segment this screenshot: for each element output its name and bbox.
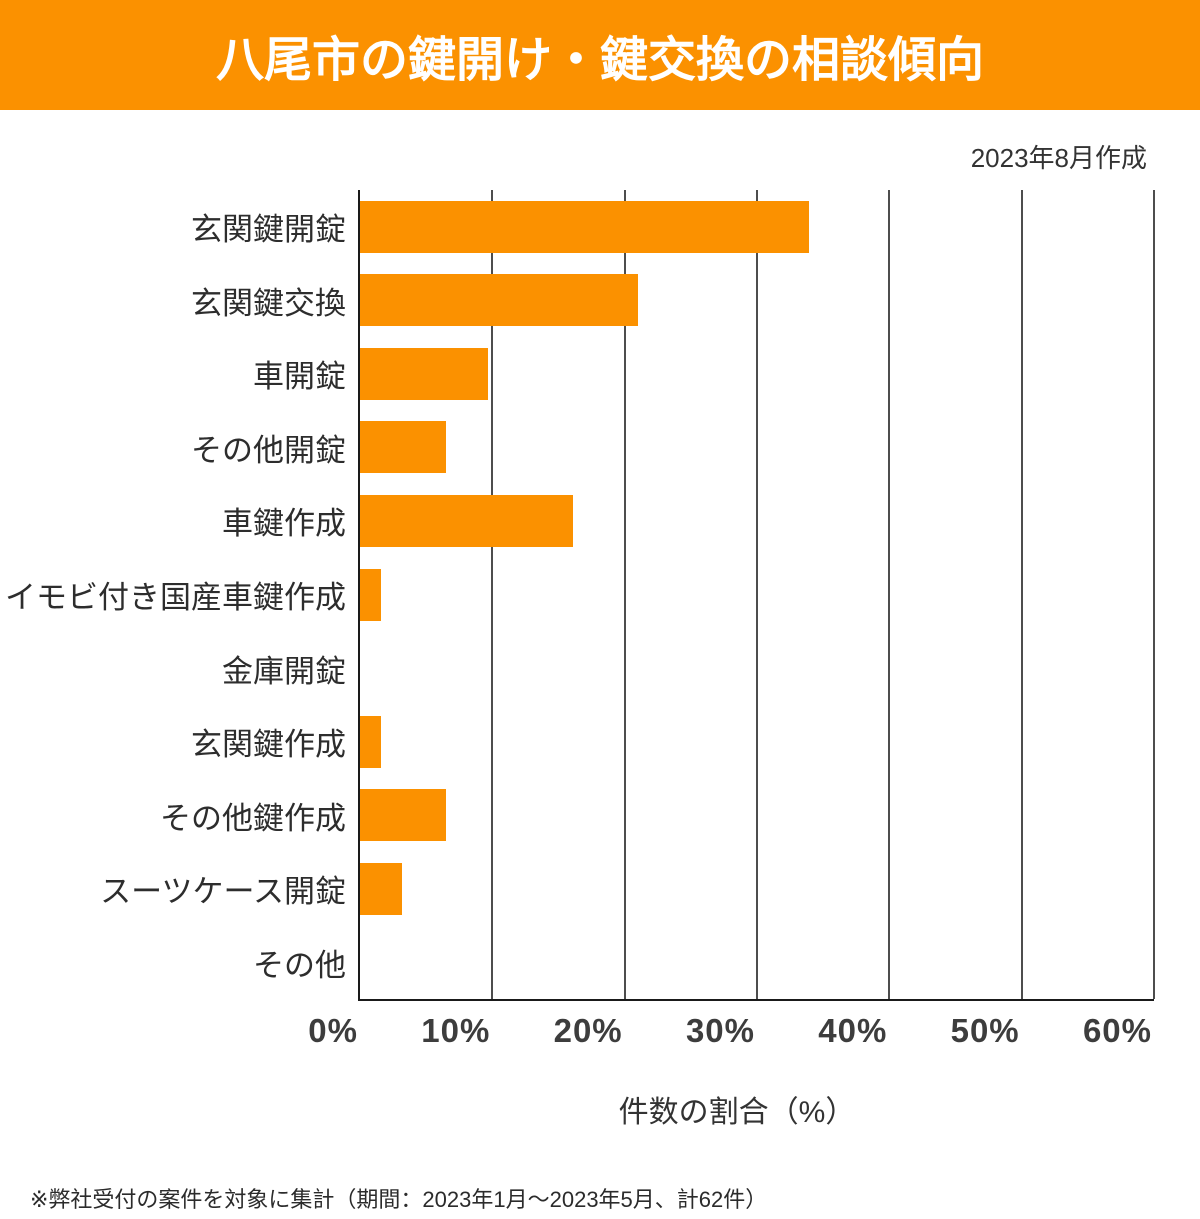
x-tick-label: 20% bbox=[553, 1012, 623, 1049]
category-label: その他鍵作成 bbox=[160, 800, 346, 836]
bar-rows bbox=[360, 190, 1154, 999]
x-tick-label: 40% bbox=[818, 1012, 888, 1049]
category-labels: 玄関鍵開錠玄関鍵交換車開錠その他開錠車鍵作成イモビ付き国産車鍵作成金庫開錠玄関鍵… bbox=[0, 190, 346, 999]
bar-row bbox=[360, 631, 1154, 705]
bar bbox=[360, 789, 447, 842]
bar-row bbox=[360, 411, 1154, 485]
bar-row bbox=[360, 705, 1154, 779]
category-label: 玄関鍵交換 bbox=[191, 285, 346, 321]
page-title: 八尾市の鍵開け・鍵交換の相談傾向 bbox=[215, 34, 984, 87]
gridline bbox=[491, 190, 494, 999]
bar-row bbox=[360, 337, 1154, 411]
bar bbox=[360, 200, 809, 253]
category-label: 車開錠 bbox=[253, 359, 346, 395]
plot-area bbox=[358, 190, 1155, 1001]
bar bbox=[360, 494, 574, 547]
gridline bbox=[1020, 190, 1023, 999]
created-date-note: 2023年8月作成 bbox=[970, 143, 1147, 173]
bar bbox=[360, 568, 382, 621]
gridline bbox=[623, 190, 626, 999]
bar-row bbox=[360, 264, 1154, 338]
category-label: 金庫開錠 bbox=[222, 653, 346, 689]
gridlines bbox=[360, 190, 1155, 999]
bar bbox=[360, 715, 382, 768]
category-label: 車鍵作成 bbox=[222, 506, 346, 542]
bar-row bbox=[360, 852, 1154, 926]
bar-row bbox=[360, 484, 1154, 558]
bar bbox=[360, 347, 489, 400]
category-label: スーツケース開錠 bbox=[100, 874, 346, 910]
x-axis-title: 件数の割合（%） bbox=[618, 1096, 856, 1129]
bar-row bbox=[360, 925, 1154, 999]
x-tick-label: 10% bbox=[421, 1012, 491, 1049]
x-tick-label: 60% bbox=[1082, 1012, 1152, 1049]
x-tick-label: 0% bbox=[308, 1012, 358, 1049]
category-label: 玄関鍵開錠 bbox=[191, 212, 346, 248]
bar-row bbox=[360, 558, 1154, 632]
category-label: その他 bbox=[253, 947, 346, 983]
x-tick-label: 50% bbox=[950, 1012, 1020, 1049]
title-banner: 八尾市の鍵開け・鍵交換の相談傾向 bbox=[0, 0, 1200, 110]
x-tick-label: 30% bbox=[685, 1012, 755, 1049]
gridline bbox=[888, 190, 891, 999]
bar bbox=[360, 274, 638, 327]
bar-row bbox=[360, 778, 1154, 852]
category-label: 玄関鍵作成 bbox=[191, 727, 346, 763]
x-tick-labels: 0% 10% 20% 30% 40% 50% 60% bbox=[308, 1012, 1152, 1058]
bar bbox=[360, 421, 447, 474]
gridline bbox=[756, 190, 758, 999]
bar bbox=[360, 862, 403, 915]
footnote: ※弊社受付の案件を対象に集計（期間：2023年1月～2023年5月、計62件） bbox=[30, 1187, 768, 1212]
gridline bbox=[1153, 190, 1155, 999]
category-label: その他開錠 bbox=[191, 432, 346, 468]
category-label: イモビ付き国産車鍵作成 bbox=[5, 580, 346, 615]
bar-row bbox=[360, 190, 1154, 264]
